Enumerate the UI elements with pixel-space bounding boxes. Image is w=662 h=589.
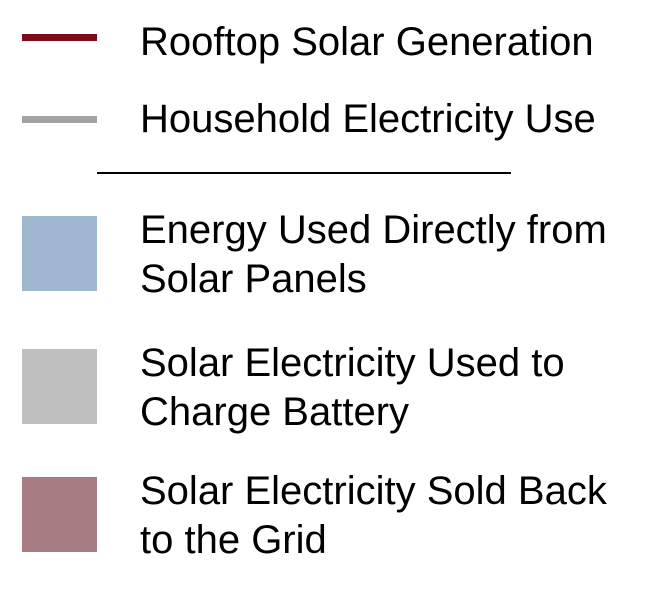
legend-label-energy-used-directly: Energy Used Directly from Solar Panels bbox=[140, 206, 607, 304]
legend-label-line: Solar Electricity Sold Back bbox=[140, 469, 607, 513]
legend-label-rooftop-solar-generation: Rooftop Solar Generation bbox=[140, 20, 594, 64]
legend-label-charge-battery: Solar Electricity Used to Charge Battery bbox=[140, 339, 565, 437]
legend-label-line: Energy Used Directly from bbox=[140, 208, 607, 252]
legend-swatch-energy-used-directly bbox=[22, 216, 97, 291]
legend-label-line: to the Grid bbox=[140, 518, 327, 562]
legend-label-line: Charge Battery bbox=[140, 390, 410, 434]
legend-label-sold-back-to-grid: Solar Electricity Sold Back to the Grid bbox=[140, 467, 607, 565]
legend-swatch-sold-back-to-grid bbox=[22, 477, 97, 552]
legend-label-line: Solar Panels bbox=[140, 257, 367, 301]
legend-label-household-electricity-use: Household Electricity Use bbox=[140, 97, 596, 141]
legend-swatch-household-electricity-use bbox=[22, 116, 97, 123]
legend-swatch-rooftop-solar-generation bbox=[22, 34, 97, 41]
legend-label-line: Solar Electricity Used to bbox=[140, 341, 565, 385]
legend-swatch-charge-battery bbox=[22, 349, 97, 424]
legend-divider bbox=[97, 172, 511, 174]
